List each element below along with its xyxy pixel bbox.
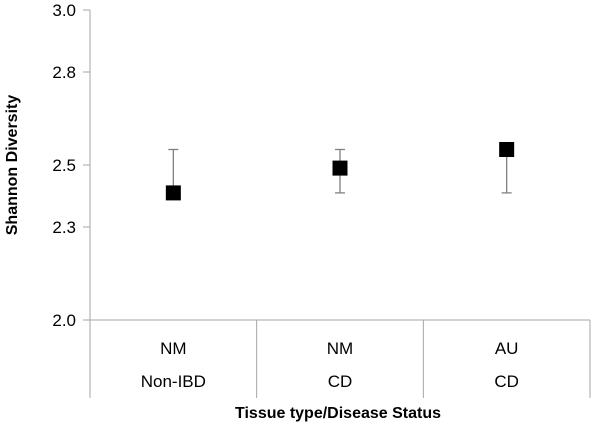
y-tick-label: 3.0: [52, 1, 76, 20]
x-tick-label-status: CD: [328, 372, 353, 391]
x-tick-label-status: Non-IBD: [141, 372, 206, 391]
data-marks: [165, 142, 515, 201]
data-point: [165, 185, 181, 201]
y-axis: 3.0 2.8 2.5 2.3 2.0: [52, 1, 91, 330]
y-tick-label: 2.5: [52, 156, 76, 175]
x-axis: NM Non-IBD NM CD AU CD: [89, 319, 591, 398]
y-tick-label: 2.8: [52, 63, 76, 82]
y-axis-title: Shannon Diversity: [4, 95, 21, 236]
y-tick-label: 2.3: [52, 218, 76, 237]
x-tick-label-tissue: NM: [327, 339, 353, 358]
y-tick-label: 2.0: [52, 311, 76, 330]
x-axis-title: Tissue type/Disease Status: [235, 405, 441, 422]
data-point: [499, 142, 515, 157]
x-tick-label-tissue: NM: [160, 339, 186, 358]
x-tick-label-status: CD: [494, 372, 519, 391]
data-point: [332, 160, 348, 176]
x-tick-label-tissue: AU: [495, 339, 519, 358]
